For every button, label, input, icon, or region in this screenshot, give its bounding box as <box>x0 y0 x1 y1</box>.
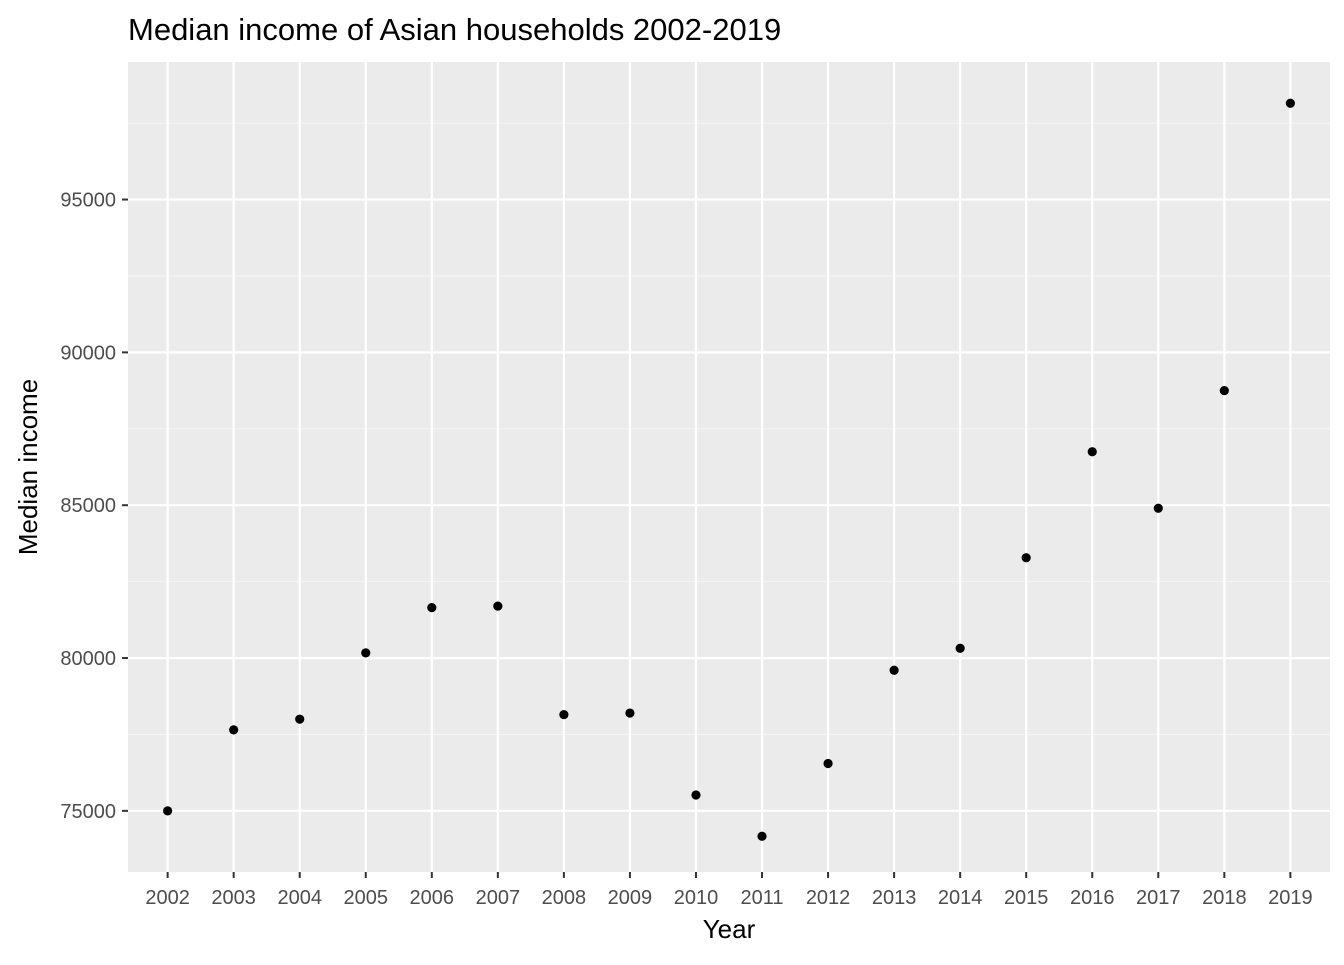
x-axis: 2002 2003 2004 2005 2006 2007 2008 2009 2010 2011… <box>145 872 1313 909</box>
x-tick-label: 2009 <box>608 887 653 909</box>
y-tick-label: 75000 <box>60 801 116 823</box>
data-point-2008 <box>559 709 569 720</box>
data-point-2007 <box>493 601 503 611</box>
minor-gridlines <box>128 122 1330 736</box>
data-point-2018 <box>1219 385 1229 396</box>
x-tick-label: 2004 <box>277 887 322 909</box>
y-tick-label: 85000 <box>60 495 116 517</box>
data-point-2015 <box>1021 553 1031 563</box>
data-point-2003 <box>229 725 239 735</box>
x-tick-label: 2003 <box>211 887 256 909</box>
y-tick-label: 80000 <box>60 648 116 670</box>
data-point-2019 <box>1285 98 1295 108</box>
x-tick-label: 2011 <box>741 887 784 909</box>
x-tick-label: 2005 <box>344 887 389 909</box>
data-point-2016 <box>1087 447 1097 457</box>
data-point-2014 <box>955 643 965 653</box>
data-point-2005 <box>361 648 371 658</box>
data-point-2010 <box>691 790 701 800</box>
y-axis: 75000 80000 85000 90000 95000 <box>60 190 128 823</box>
chart-title: Median income of Asian households 2002-2… <box>128 12 781 47</box>
y-axis-title: Median income <box>13 379 43 555</box>
x-tick-label: 2014 <box>938 887 983 909</box>
y-tick-label: 90000 <box>60 342 116 364</box>
x-tick-label: 2010 <box>674 887 719 909</box>
data-point-2002 <box>163 806 173 816</box>
data-points <box>163 98 1295 841</box>
x-tick-label: 2015 <box>1004 887 1049 909</box>
data-point-2004 <box>295 714 305 724</box>
x-tick-label: 2002 <box>145 887 190 909</box>
plot-panel <box>128 62 1330 872</box>
x-tick-label: 2013 <box>872 887 917 909</box>
x-tick-label: 2012 <box>806 887 851 909</box>
x-tick-label: 2006 <box>410 887 455 909</box>
data-point-2013 <box>889 665 899 675</box>
y-tick-label: 95000 <box>60 190 116 212</box>
data-point-2017 <box>1153 503 1163 513</box>
data-point-2009 <box>625 708 635 718</box>
x-tick-label: 2007 <box>476 887 521 909</box>
x-tick-label: 2017 <box>1136 887 1181 909</box>
x-axis-title: Year <box>703 914 756 944</box>
x-tick-label: 2018 <box>1202 887 1247 909</box>
data-point-2006 <box>427 603 437 613</box>
data-point-2012 <box>823 758 833 769</box>
major-gridlines <box>128 62 1330 872</box>
x-tick-label: 2008 <box>542 887 587 909</box>
x-tick-label: 2016 <box>1070 887 1115 909</box>
data-point-2011 <box>757 831 767 841</box>
x-tick-label: 2019 <box>1268 887 1313 909</box>
